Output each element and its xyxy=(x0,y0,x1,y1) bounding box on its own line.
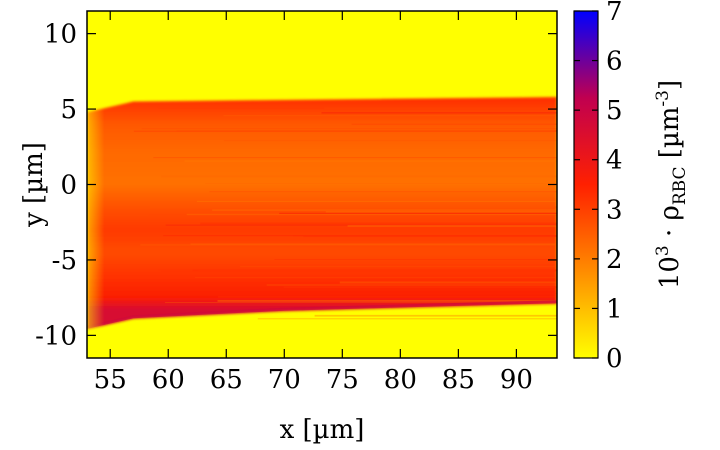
colorbar-label-unit-close: ] xyxy=(655,80,685,90)
colorbar-label-base: 10 xyxy=(655,256,685,289)
x-axis-label: x [µm] xyxy=(280,415,365,445)
y-tick-label: -5 xyxy=(52,246,77,276)
y-tick-label: 10 xyxy=(44,20,77,50)
y-tick-label: 0 xyxy=(60,171,77,201)
x-tick-label: 85 xyxy=(442,365,475,395)
colorbar-tick-label: 5 xyxy=(606,96,623,126)
colorbar-tick-label: 6 xyxy=(606,47,623,77)
colorbar-label-unit: [µm xyxy=(655,107,685,167)
colorbar-tick-label: 4 xyxy=(606,146,623,176)
colorbar-label: 103 · ρRBC [µm-3] xyxy=(653,80,690,289)
colorbar-tick-label: 1 xyxy=(606,294,623,324)
y-axis: 10 5 0 -5 -10 xyxy=(35,20,557,351)
colorbar-label-dot: · xyxy=(655,220,685,245)
y-axis-label: y [µm] xyxy=(19,142,49,228)
colorbar-tick-label: 7 xyxy=(606,0,623,27)
band-lower-rim xyxy=(87,300,557,329)
colorbar-label-exp: 3 xyxy=(653,245,673,256)
x-tick-label: 55 xyxy=(94,365,127,395)
x-tick-label: 90 xyxy=(500,365,533,395)
colorbar-tick-label: 2 xyxy=(606,245,623,275)
density-streaks xyxy=(133,107,557,320)
colorbar-tick-label: 3 xyxy=(606,195,623,225)
heatmap-area xyxy=(87,11,557,358)
y-tick-label: 5 xyxy=(60,95,77,125)
colorbar-label-unit-exp: -3 xyxy=(653,90,673,107)
x-axis: 55 60 65 70 75 80 85 90 xyxy=(94,11,533,395)
x-tick-label: 75 xyxy=(326,365,359,395)
colorbar-label-sub: RBC xyxy=(670,167,690,206)
colorbar-ticks: 0 1 2 3 4 5 6 7 xyxy=(574,0,623,374)
x-tick-label: 70 xyxy=(268,365,301,395)
y-tick-label: -10 xyxy=(35,321,77,351)
x-tick-label: 60 xyxy=(152,365,185,395)
colorbar-tick-label: 0 xyxy=(606,344,623,374)
colorbar-label-rho: ρ xyxy=(655,205,685,220)
x-tick-label: 65 xyxy=(210,365,243,395)
x-tick-label: 80 xyxy=(384,365,417,395)
colorbar xyxy=(573,10,599,359)
